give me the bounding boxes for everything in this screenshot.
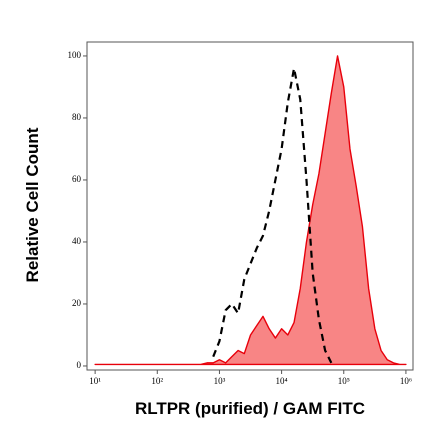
x-tick-label: 10⁴ xyxy=(276,376,288,386)
x-axis-title: RLTPR (purified) / GAM FITC xyxy=(135,399,365,418)
y-tick-label: 60 xyxy=(72,174,82,184)
x-tick-label: 10² xyxy=(151,376,163,386)
y-tick-label: 40 xyxy=(72,236,82,246)
filled-histogram xyxy=(94,55,407,366)
x-tick-label: 10¹ xyxy=(89,376,101,386)
y-tick-label: 80 xyxy=(72,112,82,122)
x-tick-label: 10⁵ xyxy=(338,376,350,386)
y-axis-title: Relative Cell Count xyxy=(23,127,42,282)
y-tick-label: 20 xyxy=(72,298,82,308)
x-tick-label: 10⁶ xyxy=(400,376,412,386)
x-tick-label: 10³ xyxy=(214,376,226,386)
y-tick-label: 100 xyxy=(68,50,82,60)
plot-frame xyxy=(86,41,414,371)
dashed-histogram xyxy=(212,67,333,364)
y-tick-label: 0 xyxy=(77,360,82,370)
